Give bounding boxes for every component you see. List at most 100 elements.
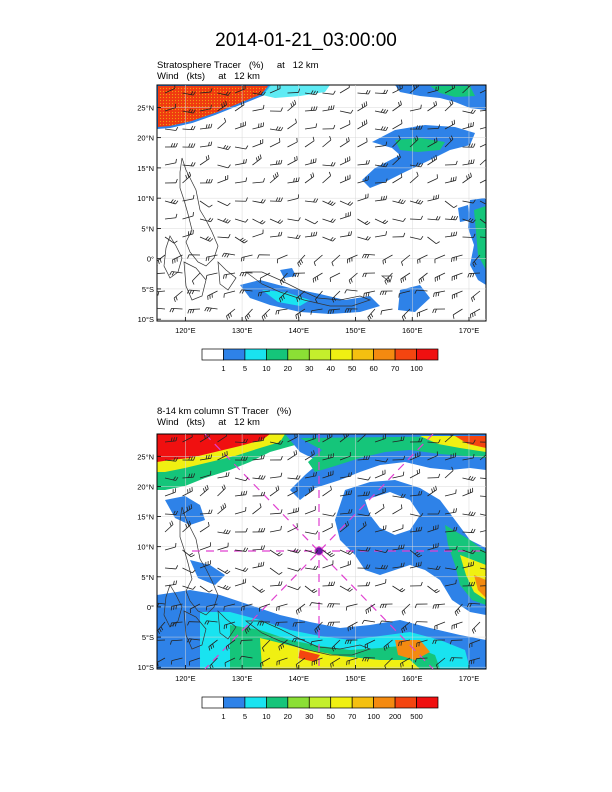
wind-barb xyxy=(401,603,411,616)
wind-barb xyxy=(451,621,463,630)
wind-barb xyxy=(444,466,454,479)
wind-barb xyxy=(182,91,196,96)
wind-barb xyxy=(467,272,481,278)
wind-barb xyxy=(208,639,218,651)
wind-barb xyxy=(287,567,301,572)
wind-barb xyxy=(234,197,248,202)
wind-barb xyxy=(392,544,405,551)
wind-barb xyxy=(427,451,438,461)
wind-barb xyxy=(454,603,463,616)
wind-barb xyxy=(164,580,178,587)
wind-barb xyxy=(427,100,438,112)
wind-barb xyxy=(392,218,406,222)
colorbar-label: 20 xyxy=(284,712,292,721)
wind-barb xyxy=(432,603,446,609)
wind-barb xyxy=(357,434,366,443)
panel2-subtitle-tracer: 8-14 km column ST Tracer (%) xyxy=(157,406,292,417)
wind-barb xyxy=(339,521,349,533)
wind-barb xyxy=(444,231,458,238)
wind-barb xyxy=(234,578,247,587)
panel1-latitude-ticks: 25°N 20°N 15°N 10°N 5°N 0° 5°S 10°S xyxy=(137,103,161,324)
colorbar-label: 70 xyxy=(348,712,356,721)
wind-barb xyxy=(361,619,376,624)
wind-barb xyxy=(427,124,441,130)
wind-barb xyxy=(444,215,459,221)
wind-barb xyxy=(331,639,341,652)
wind-barb xyxy=(234,567,249,572)
wind-barb xyxy=(187,621,201,626)
wind-barb xyxy=(170,603,183,611)
wind-barb xyxy=(462,475,476,481)
wind-barb xyxy=(234,490,248,497)
wind-barb xyxy=(269,525,282,533)
wind-barb xyxy=(304,434,317,443)
wind-barb xyxy=(444,434,454,443)
wind-barb xyxy=(392,173,403,184)
wind-barb xyxy=(444,452,457,461)
wind-barb xyxy=(416,308,428,318)
wind-barb xyxy=(339,452,351,461)
wind-barb xyxy=(444,99,454,112)
wind-barb xyxy=(374,218,389,225)
colorbar-label: 500 xyxy=(410,712,423,721)
wind-barb xyxy=(380,308,393,315)
lon-tick-label: 170°E xyxy=(459,674,480,683)
wind-barb xyxy=(261,308,271,321)
wind-barb xyxy=(199,200,213,208)
wind-barb xyxy=(322,523,333,533)
wind-barb xyxy=(462,439,476,444)
wind-barb xyxy=(287,450,298,461)
wind-barb xyxy=(252,503,262,515)
wind-barb xyxy=(275,308,288,315)
wind-barb xyxy=(339,560,351,569)
wind-barb xyxy=(217,529,231,535)
wind-barb xyxy=(409,235,424,240)
wind-barb xyxy=(417,254,428,264)
wind-barb xyxy=(409,468,421,479)
wind-barb xyxy=(374,178,388,184)
wind-barb xyxy=(479,477,486,479)
wind-barb xyxy=(427,542,439,551)
wind-barb xyxy=(304,90,319,96)
wind-barb xyxy=(348,272,358,285)
panel1-map: 25°N20°N15°N10°N5°N0°5°S10°S 120°E 130°E 1… xyxy=(137,84,487,373)
wind-barb xyxy=(186,638,201,643)
wind-barb xyxy=(357,175,369,184)
wind-barb xyxy=(234,506,247,515)
wind-barb xyxy=(287,486,298,497)
wind-barb xyxy=(269,567,283,575)
wind-barb xyxy=(312,272,323,283)
wind-barb xyxy=(182,549,195,558)
wind-barb xyxy=(157,290,166,296)
wind-barb xyxy=(409,512,424,517)
wind-barb xyxy=(239,289,253,294)
wind-barb xyxy=(462,109,476,114)
wind-barb xyxy=(432,639,446,644)
wind-barb xyxy=(269,472,283,479)
wind-barb xyxy=(217,100,227,112)
wind-barb xyxy=(327,308,341,315)
wind-barb xyxy=(344,308,358,313)
wind-barb xyxy=(221,252,236,258)
lon-tick-label: 120°E xyxy=(175,674,196,683)
wind-barb xyxy=(434,272,446,282)
wind-barb xyxy=(164,510,178,516)
wind-barb xyxy=(398,639,411,647)
wind-barb xyxy=(414,621,428,626)
wind-barb xyxy=(182,171,192,184)
wind-barb xyxy=(269,509,283,515)
wind-barb xyxy=(199,87,213,94)
wind-barb xyxy=(304,172,315,184)
colorbar-swatch xyxy=(308,696,332,709)
wind-barb xyxy=(164,457,179,462)
wind-barb xyxy=(252,154,262,166)
wind-barb xyxy=(345,603,358,611)
wind-barb xyxy=(322,236,336,242)
wind-barb xyxy=(339,174,351,184)
wind-barb xyxy=(205,603,218,611)
wind-barb xyxy=(367,308,376,321)
wind-barb xyxy=(392,85,403,94)
wind-barb xyxy=(259,603,271,612)
wind-barb xyxy=(322,171,332,184)
